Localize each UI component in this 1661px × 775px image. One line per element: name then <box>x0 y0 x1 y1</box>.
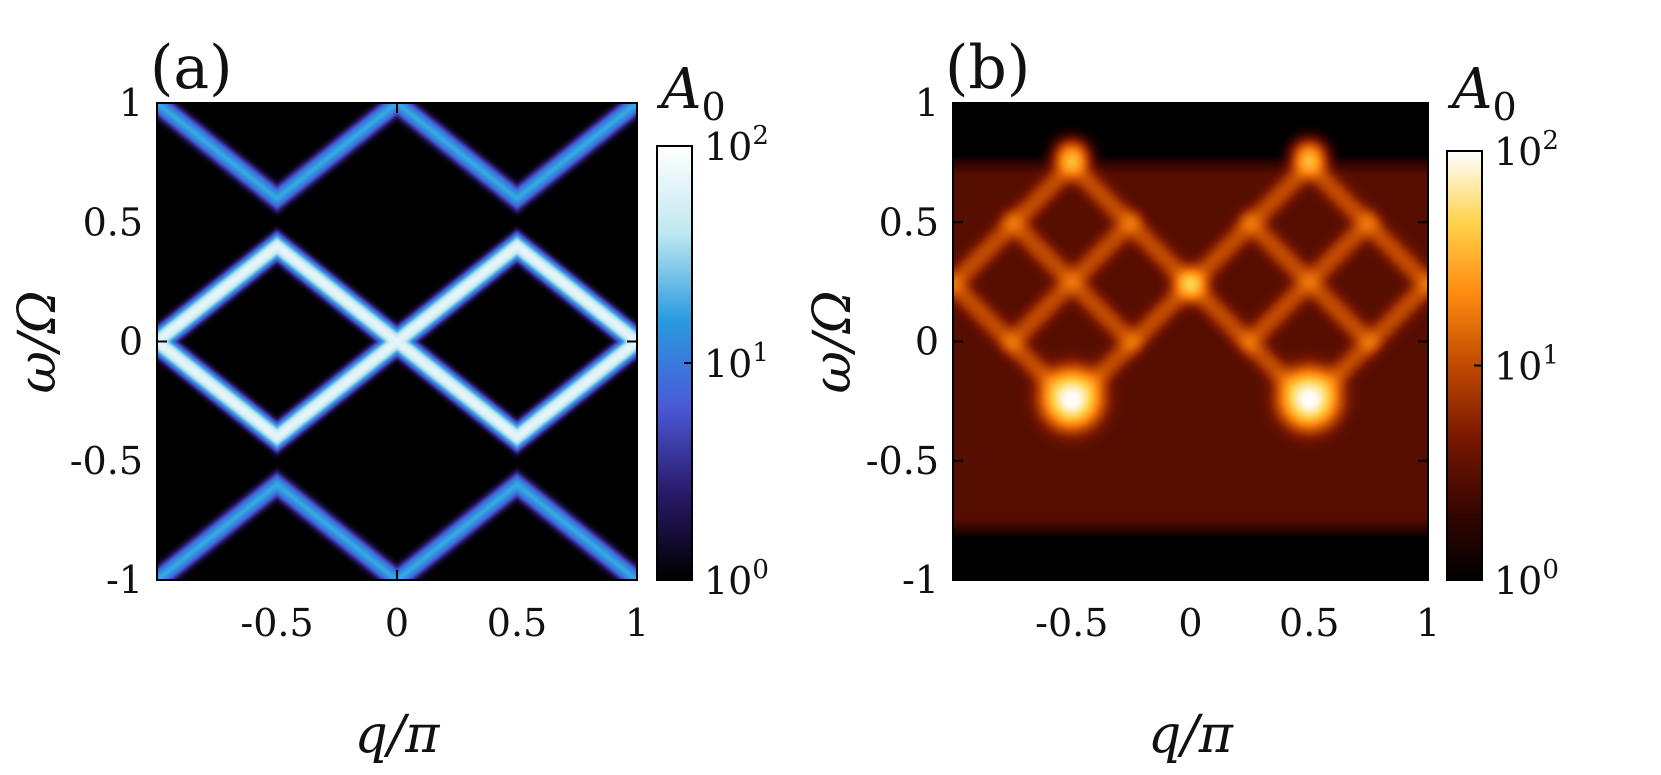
y-tick-label: 1 <box>119 81 143 125</box>
x-tick-label: -0.5 <box>240 601 313 645</box>
y-tick-label: -0.5 <box>866 439 939 483</box>
colorbar-tick-label: 102 <box>704 121 769 169</box>
colorbar-tick-base: 10 <box>1494 559 1542 603</box>
colorbar-tick-label: 101 <box>704 338 769 386</box>
panel-label: (a) <box>150 33 233 103</box>
heatmap-image <box>953 103 1428 580</box>
colorbar-tick-base: 10 <box>704 125 752 169</box>
colorbar-title-main: A <box>1447 57 1492 122</box>
colorbar-tick-label: 102 <box>1494 126 1559 174</box>
x-axis-label: q/π <box>355 705 441 765</box>
colorbar-tick-exp: 1 <box>752 338 769 368</box>
heatmap-image <box>157 103 637 580</box>
x-tick-label: 0.5 <box>1279 601 1339 645</box>
y-tick-label: 1 <box>915 81 939 125</box>
x-tick-label: -0.5 <box>1035 601 1108 645</box>
colorbar-title-sub: 0 <box>701 85 725 129</box>
colorbar-title: A0 <box>1447 57 1517 129</box>
y-tick-label: 0.5 <box>879 200 939 244</box>
y-tick-label: 0 <box>119 320 143 364</box>
colorbar-tick-label: 100 <box>704 555 769 603</box>
colorbar-title-sub: 0 <box>1492 85 1516 129</box>
y-axis-label: ω/Ω <box>803 290 863 393</box>
colorbar-tick-base: 10 <box>704 559 752 603</box>
x-tick-label: 0 <box>385 601 409 645</box>
y-tick-label: -1 <box>106 558 143 602</box>
colorbar-title-main: A <box>656 57 701 122</box>
colorbar-title: A0 <box>656 57 726 129</box>
colorbar-tick-exp: 0 <box>1542 555 1559 585</box>
y-tick-label: 0 <box>915 320 939 364</box>
panel-label: (b) <box>945 33 1030 103</box>
colorbar-tick-base: 10 <box>1494 130 1542 174</box>
colorbar-tick-base: 10 <box>704 342 752 386</box>
y-tick-label: -0.5 <box>70 439 143 483</box>
colorbar-tick-exp: 0 <box>752 555 769 585</box>
x-tick-label: 1 <box>625 601 649 645</box>
colorbar-tick-label: 100 <box>1494 555 1559 603</box>
x-axis-label: q/π <box>1148 705 1234 765</box>
x-tick-label: 0 <box>1178 601 1202 645</box>
colorbar-tick-exp: 2 <box>752 121 769 151</box>
colorbar-tick-label: 101 <box>1494 341 1559 389</box>
y-tick-label: -1 <box>902 558 939 602</box>
y-tick-label: 0.5 <box>83 200 143 244</box>
colorbar-tick-exp: 1 <box>1542 341 1559 371</box>
colorbar-tick-exp: 2 <box>1542 126 1559 156</box>
x-tick-label: 0.5 <box>487 601 547 645</box>
x-tick-label: 1 <box>1416 601 1440 645</box>
y-axis-label: ω/Ω <box>8 290 68 393</box>
colorbar-tick-base: 10 <box>1494 345 1542 389</box>
